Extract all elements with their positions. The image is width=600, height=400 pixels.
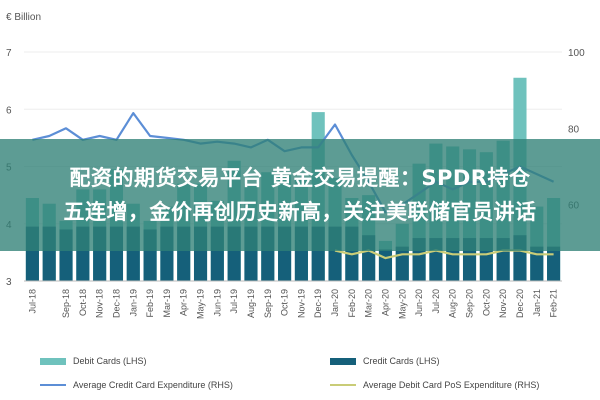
x-tick-label: May-20	[397, 289, 407, 319]
credit-bar	[395, 246, 409, 281]
x-tick-label: Nov-20	[498, 289, 508, 318]
y-left-tick-label: 7	[6, 48, 12, 59]
x-tick-label: Oct-19	[280, 289, 290, 316]
x-tick-label: May-19	[196, 289, 206, 319]
x-tick-label: Jan-20	[330, 289, 340, 317]
x-tick-label: Dec-19	[313, 289, 323, 318]
legend-item-avg-debit-pos-expenditure: Average Debit Card PoS Expenditure (RHS)	[330, 380, 539, 390]
x-tick-label: Feb-19	[145, 289, 155, 318]
headline-line-1: 配资的期货交易平台 黄金交易提醒：SPDR持仓	[69, 166, 531, 190]
x-tick-label: Mar-20	[364, 289, 374, 318]
x-tick-label: Sep-18	[61, 289, 71, 318]
x-tick-label: Dec-20	[515, 289, 525, 318]
chart-legend: Debit Cards (LHS) Credit Cards (LHS) Ave…	[40, 352, 600, 400]
legend-swatch	[40, 357, 66, 365]
x-tick-label: Sep-20	[465, 289, 475, 318]
x-tick-label: Nov-18	[95, 289, 105, 318]
x-tick-label: Jul-19	[229, 289, 239, 314]
x-tick-label: Jan-19	[128, 289, 138, 317]
x-tick-label: Feb-20	[347, 289, 357, 318]
x-tick-label: Oct-20	[481, 289, 491, 316]
headline-line-2: 五连增，金价再创历史新高，关注美联储官员讲话	[63, 200, 537, 224]
headline-banner: 配资的期货交易平台 黄金交易提醒：SPDR持仓 五连增，金价再创历史新高，关注美…	[0, 139, 600, 251]
legend-swatch	[330, 357, 356, 365]
x-tick-label: Jul-20	[431, 289, 441, 314]
legend-label: Average Credit Card Expenditure (RHS)	[73, 380, 233, 390]
legend-item-avg-credit-expenditure: Average Credit Card Expenditure (RHS)	[40, 380, 233, 390]
x-tick-label: Oct-18	[78, 289, 88, 316]
legend-item-credit-cards: Credit Cards (LHS)	[330, 356, 440, 366]
y-left-tick-label: 6	[6, 105, 12, 116]
x-tick-label: Apr-20	[380, 289, 390, 316]
y-left-unit-label: € Billion	[6, 12, 41, 23]
legend-item-debit-cards: Debit Cards (LHS)	[40, 356, 147, 366]
credit-bar	[530, 246, 544, 281]
x-tick-label: Mar-19	[162, 289, 172, 318]
x-tick-label: Jan-21	[532, 289, 542, 317]
credit-bar	[378, 249, 393, 281]
x-tick-label: Aug-19	[246, 289, 256, 318]
x-tick-label: Jul-18	[27, 289, 37, 314]
x-tick-label: Jun-19	[212, 289, 222, 317]
x-tick-label: Jun-20	[414, 289, 424, 317]
x-tick-label: Nov-19	[296, 289, 306, 318]
legend-label: Credit Cards (LHS)	[363, 356, 440, 366]
legend-label: Average Debit Card PoS Expenditure (RHS)	[363, 380, 540, 390]
x-tick-label: Feb-21	[549, 289, 559, 318]
x-tick-label: Aug-20	[448, 289, 458, 318]
credit-bar	[547, 246, 561, 281]
x-tick-label: Sep-19	[263, 289, 273, 318]
x-tick-label: Apr-19	[179, 289, 189, 316]
legend-swatch	[330, 384, 356, 386]
y-right-tick-label: 80	[568, 124, 580, 135]
y-left-tick-label: 3	[6, 277, 12, 288]
y-right-tick-label: 100	[568, 48, 585, 59]
legend-label: Debit Cards (LHS)	[73, 356, 147, 366]
legend-swatch	[40, 384, 66, 386]
x-tick-label: Dec-18	[111, 289, 121, 318]
